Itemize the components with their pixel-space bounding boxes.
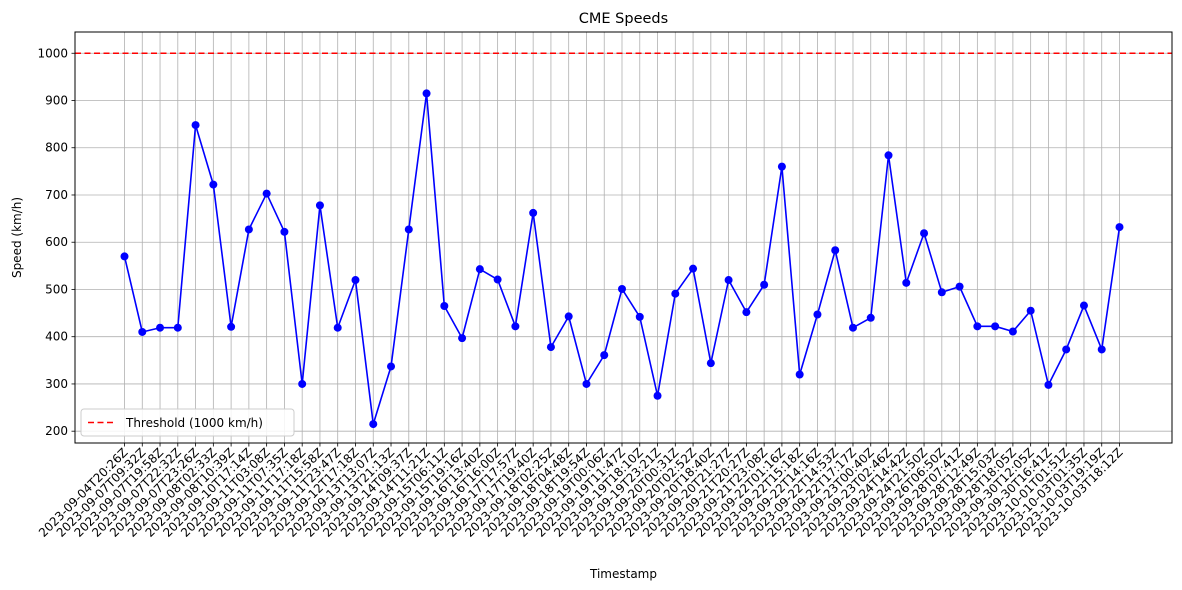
data-point (333, 323, 342, 332)
x-axis-title: Timestamp (589, 567, 657, 581)
chart-title: CME Speeds (579, 11, 668, 27)
data-point (440, 302, 449, 310)
data-point (173, 323, 182, 332)
y-tick-label: 900 (45, 94, 68, 108)
data-point (653, 391, 662, 400)
data-point (635, 312, 644, 321)
y-tick-label: 500 (45, 282, 68, 296)
legend-threshold-label: Threshold (1000 km/h) (125, 416, 263, 430)
y-tick-label: 800 (45, 141, 68, 155)
data-point (1044, 380, 1053, 389)
data-point (564, 312, 573, 321)
data-point (866, 313, 875, 322)
data-point (920, 229, 929, 238)
data-point (813, 310, 822, 319)
data-point (315, 201, 324, 210)
data-point (422, 89, 431, 98)
data-point (618, 284, 626, 293)
data-point (689, 264, 698, 273)
data-point (280, 227, 289, 236)
data-point (831, 246, 840, 255)
data-point (1097, 345, 1106, 354)
data-point (227, 322, 236, 331)
data-point (902, 278, 911, 287)
y-tick-label: 600 (45, 235, 68, 249)
data-point (724, 276, 733, 285)
data-point (706, 359, 715, 368)
y-axis-title: Speed (km/h) (10, 197, 24, 278)
data-point (848, 323, 857, 332)
data-point (1115, 223, 1124, 232)
y-tick-label: 700 (45, 188, 68, 202)
data-point (760, 280, 769, 289)
data-point (582, 379, 591, 388)
data-point (120, 252, 129, 261)
data-point (529, 208, 538, 217)
y-tick-label: 1000 (37, 46, 68, 60)
data-point (404, 225, 413, 234)
data-point (369, 420, 378, 429)
data-point (546, 343, 555, 352)
data-point (742, 308, 751, 317)
data-point (937, 288, 946, 297)
data-point (991, 322, 1000, 331)
data-point (262, 189, 271, 198)
y-tick-label: 400 (45, 330, 68, 344)
data-point (1008, 327, 1017, 336)
data-point (511, 322, 520, 331)
data-point (955, 282, 964, 291)
data-point (493, 275, 502, 284)
data-point (475, 265, 484, 274)
y-axis-ticks: 200 300 400 500 600 700 800 900 1000 (37, 46, 75, 438)
data-point (244, 225, 253, 234)
data-point (458, 334, 467, 343)
data-point (1079, 301, 1088, 310)
legend: Threshold (1000 km/h) (80, 408, 295, 437)
plot-frame (74, 31, 1173, 444)
data-point (156, 323, 165, 332)
y-tick-label: 300 (45, 377, 68, 391)
data-point (777, 162, 786, 171)
data-point (1062, 345, 1071, 354)
data-point (795, 370, 804, 379)
legend-box (80, 408, 295, 437)
data-point (209, 180, 218, 189)
data-point (138, 327, 147, 336)
data-point (973, 322, 982, 331)
data-point (298, 379, 307, 388)
series-layer (120, 89, 1124, 429)
data-point (387, 362, 396, 371)
data-point (884, 151, 893, 160)
data-point (600, 351, 609, 360)
data-point (351, 276, 360, 285)
x-axis-ticks: 2023-09-04T20:26Z2023-09-07T09:32Z2023-0… (36, 443, 1126, 540)
data-point (671, 289, 680, 298)
y-tick-label: 200 (45, 424, 68, 438)
data-point (191, 121, 200, 130)
data-point (1026, 306, 1035, 315)
